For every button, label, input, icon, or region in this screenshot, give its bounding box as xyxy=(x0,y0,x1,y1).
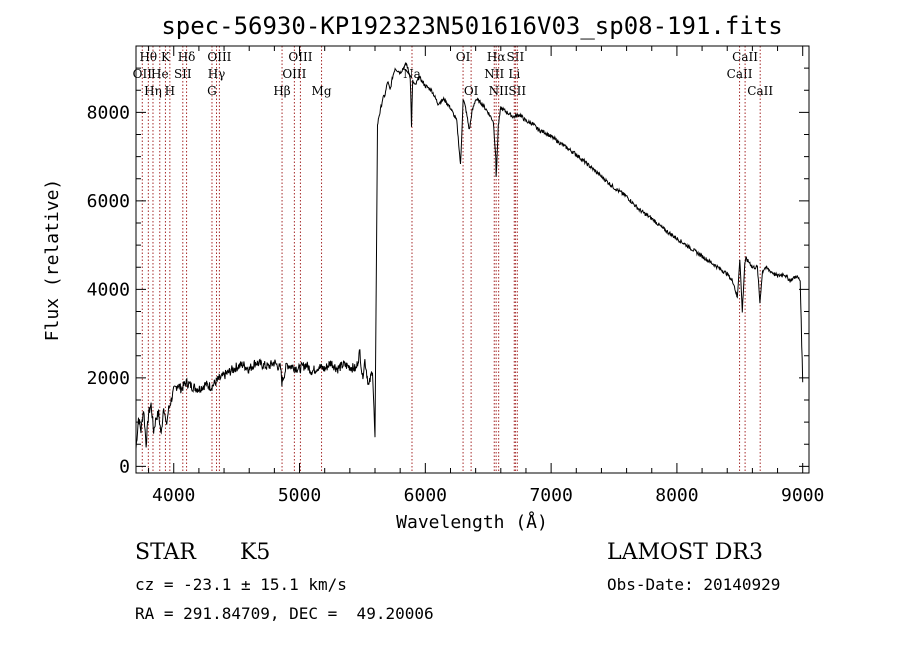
spectral-line-label: NII xyxy=(484,67,504,81)
spectral-line-label: H xyxy=(165,84,175,98)
y-axis-label: Flux (relative) xyxy=(42,179,63,342)
survey-name: LAMOST DR3 xyxy=(607,540,763,565)
y-tick-label: 4000 xyxy=(87,279,130,300)
x-tick-label: 4000 xyxy=(152,485,195,506)
spectral-line-markers: OII Hθ Hη He K H SII Hδ G Hγ OIII Hβ OIII OIII Mg Na OI O… xyxy=(133,46,773,473)
spectral-line-label: Hθ xyxy=(139,50,157,64)
spectral-line-label: Hγ xyxy=(208,67,226,81)
redshift-velocity: cz = -23.1 ± 15.1 km/s xyxy=(135,575,347,594)
x-axis-label: Wavelength (Å) xyxy=(396,511,548,533)
spectral-line-label: Hη xyxy=(144,84,162,98)
spectral-line-label: CaII xyxy=(727,67,753,81)
spectral-line-label: Mg xyxy=(312,84,332,98)
spectral-line-label: OI xyxy=(456,50,471,64)
object-subclass: K5 xyxy=(240,540,271,565)
spectral-line-label: CaII xyxy=(747,84,773,98)
spectral-line-label: Na xyxy=(403,67,421,81)
spectral-line-label: Hα xyxy=(487,50,506,64)
y-tick-label: 0 xyxy=(119,456,130,477)
spectrum-line xyxy=(135,61,804,449)
spectral-line-label: OIII xyxy=(288,50,312,64)
y-tick-label: 6000 xyxy=(87,191,130,212)
spectral-line-label: Li xyxy=(508,67,520,81)
plot-frame xyxy=(135,45,810,474)
spectral-line-label: Hδ xyxy=(178,50,196,64)
spectral-line-label: Hβ xyxy=(273,84,290,98)
axes: 4000 5000 6000 7000 8000 9000 0 2000 4000 6000 800… xyxy=(87,45,824,506)
x-tick-label: 7000 xyxy=(529,485,572,506)
spectral-line-label: SII xyxy=(507,50,525,64)
spectral-line-label: He xyxy=(151,67,169,81)
spectral-line-label: OI xyxy=(464,84,479,98)
spectral-line-label: OIII xyxy=(282,67,306,81)
y-tick-label: 2000 xyxy=(87,368,130,389)
spectral-line-label: SII xyxy=(174,67,192,81)
spectral-line-label: NII xyxy=(489,84,509,98)
spectral-line-label: CaII xyxy=(732,50,758,64)
chart-title: spec-56930-KP192323N501616V03_sp08-191.f… xyxy=(161,12,782,40)
y-tick-label: 8000 xyxy=(87,102,130,123)
spectral-line-label: G xyxy=(207,84,217,98)
observation-date: Obs-Date: 20140929 xyxy=(607,575,781,594)
spectral-line-label: K xyxy=(161,50,171,64)
sky-coordinates: RA = 291.84709, DEC = 49.20006 xyxy=(135,604,434,623)
spectral-line-label: OII xyxy=(133,67,153,81)
spectral-line-label: OIII xyxy=(207,50,231,64)
x-tick-label: 8000 xyxy=(655,485,698,506)
x-tick-label: 9000 xyxy=(781,485,824,506)
x-tick-label: 5000 xyxy=(278,485,321,506)
spectrum-series xyxy=(135,61,804,449)
spectral-line-label: SII xyxy=(508,84,526,98)
x-tick-label: 6000 xyxy=(404,485,447,506)
object-class: STAR xyxy=(135,540,196,565)
